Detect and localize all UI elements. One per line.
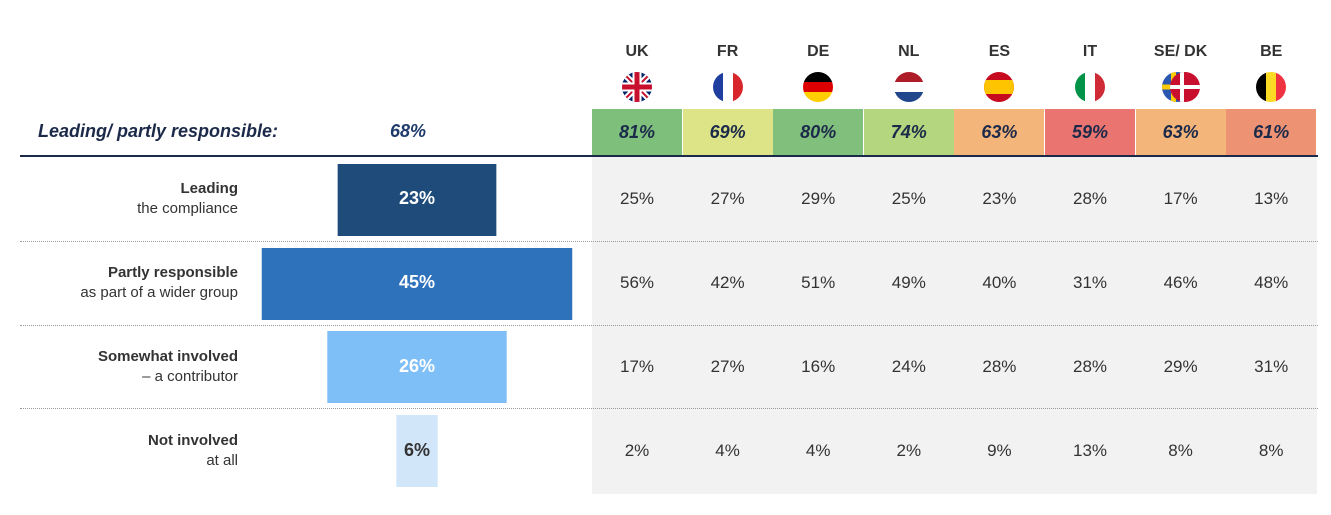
- country-code: IT: [1082, 43, 1098, 60]
- country-total-cell: 59%: [1045, 109, 1135, 155]
- country-row-value: 27%: [710, 357, 745, 376]
- country-code: FR: [716, 43, 739, 60]
- country-total-value: 80%: [800, 121, 837, 142]
- se-dk-flag-icon: [1161, 72, 1200, 102]
- country-row-value: 24%: [891, 357, 926, 376]
- it-flag-icon: [1075, 72, 1105, 102]
- country-row-value: 8%: [1258, 441, 1284, 460]
- country-row-value: 25%: [619, 189, 655, 208]
- country-row-value: 28%: [982, 357, 1017, 376]
- country-code: NL: [898, 43, 920, 60]
- row-label-subtitle: at all: [206, 452, 238, 469]
- country-row-value: 17%: [619, 357, 655, 376]
- country-row-value: 48%: [1254, 273, 1289, 292]
- country-total-value: 59%: [1071, 121, 1109, 142]
- country-row-value: 29%: [801, 189, 836, 208]
- country-row-value: 28%: [1072, 357, 1108, 376]
- bar-value-text: 23%: [398, 188, 436, 208]
- country-total-value: 69%: [709, 121, 746, 142]
- country-code: SE/ DK: [1153, 43, 1208, 60]
- row-label-subtitle: as part of a wider group: [80, 284, 238, 301]
- country-row-value: 4%: [805, 441, 831, 460]
- country-total-cell: 69%: [682, 109, 773, 155]
- row-label-title: Leading: [180, 180, 238, 197]
- country-row-value: 13%: [1254, 189, 1289, 208]
- fr-flag-icon: [712, 72, 743, 102]
- country-row-value: 2%: [624, 441, 650, 460]
- nl-flag-icon: [893, 72, 924, 102]
- country-row-value: 28%: [1072, 189, 1108, 208]
- row-label: Somewhat involved – a contributor: [98, 347, 238, 387]
- country-row-value: 4%: [715, 441, 740, 460]
- row-label-title: Somewhat involved: [97, 348, 238, 365]
- country-row-value: 42%: [710, 273, 745, 292]
- row-label: Not involved at all: [148, 431, 238, 471]
- country-row-value: 16%: [801, 357, 836, 376]
- de-flag-icon: [803, 72, 834, 102]
- country-row-value: 49%: [891, 273, 926, 292]
- country-row-value: 9%: [987, 441, 1012, 460]
- row-divider: [20, 325, 1318, 326]
- country-total-cell: 80%: [773, 109, 864, 155]
- row-label-title: Not involved: [147, 432, 238, 449]
- country-total-cell: 63%: [1135, 109, 1226, 155]
- row-divider: [20, 408, 1318, 409]
- uk-flag-icon: [622, 72, 652, 102]
- row-label-title: Partly responsible: [107, 264, 238, 281]
- country-row-value: 23%: [982, 189, 1017, 208]
- country-total-value: 61%: [1253, 121, 1290, 142]
- country-total-cell: 63%: [954, 109, 1045, 155]
- country-code: DE: [807, 43, 830, 60]
- header-rule: [20, 155, 1318, 157]
- row-label-subtitle: the compliance: [137, 200, 238, 217]
- es-flag-icon: [984, 72, 1015, 102]
- bar-value-text: 45%: [398, 272, 436, 292]
- country-row-value: 17%: [1163, 189, 1198, 208]
- country-row-value: 2%: [896, 441, 922, 460]
- summary-label: Leading/ partly responsible:: [38, 121, 279, 141]
- country-code: ES: [988, 43, 1011, 60]
- country-row-value: 46%: [1163, 273, 1198, 292]
- country-total-cell: 61%: [1226, 109, 1317, 155]
- country-total-cell: 81%: [592, 109, 682, 155]
- country-code: BE: [1260, 43, 1283, 60]
- country-row-value: 13%: [1072, 441, 1108, 460]
- country-total-value: 81%: [618, 121, 656, 142]
- bar-value-text: 26%: [398, 356, 436, 376]
- country-row-value: 56%: [619, 273, 655, 292]
- summary-value: 68%: [390, 121, 427, 141]
- row-label: Leading the compliance: [137, 179, 238, 219]
- country-row-value: 31%: [1072, 273, 1108, 292]
- row-label: Partly responsible as part of a wider gro…: [80, 263, 238, 303]
- country-row-value: 25%: [891, 189, 926, 208]
- row-label-subtitle: – a contributor: [142, 368, 238, 385]
- country-row-value: 51%: [801, 273, 836, 292]
- country-row-value: 29%: [1163, 357, 1198, 376]
- be-flag-icon: [1256, 72, 1287, 102]
- country-row-value: 40%: [982, 273, 1017, 292]
- bar-value-text: 6%: [404, 440, 431, 460]
- country-row-value: 8%: [1168, 441, 1193, 460]
- row-divider: [20, 241, 1318, 242]
- country-total-cell: 74%: [863, 109, 954, 155]
- country-total-value: 74%: [890, 121, 927, 142]
- country-code: UK: [625, 43, 649, 60]
- country-total-value: 63%: [981, 121, 1018, 142]
- country-total-value: 63%: [1162, 121, 1199, 142]
- country-row-value: 27%: [710, 189, 745, 208]
- country-row-value: 31%: [1254, 357, 1289, 376]
